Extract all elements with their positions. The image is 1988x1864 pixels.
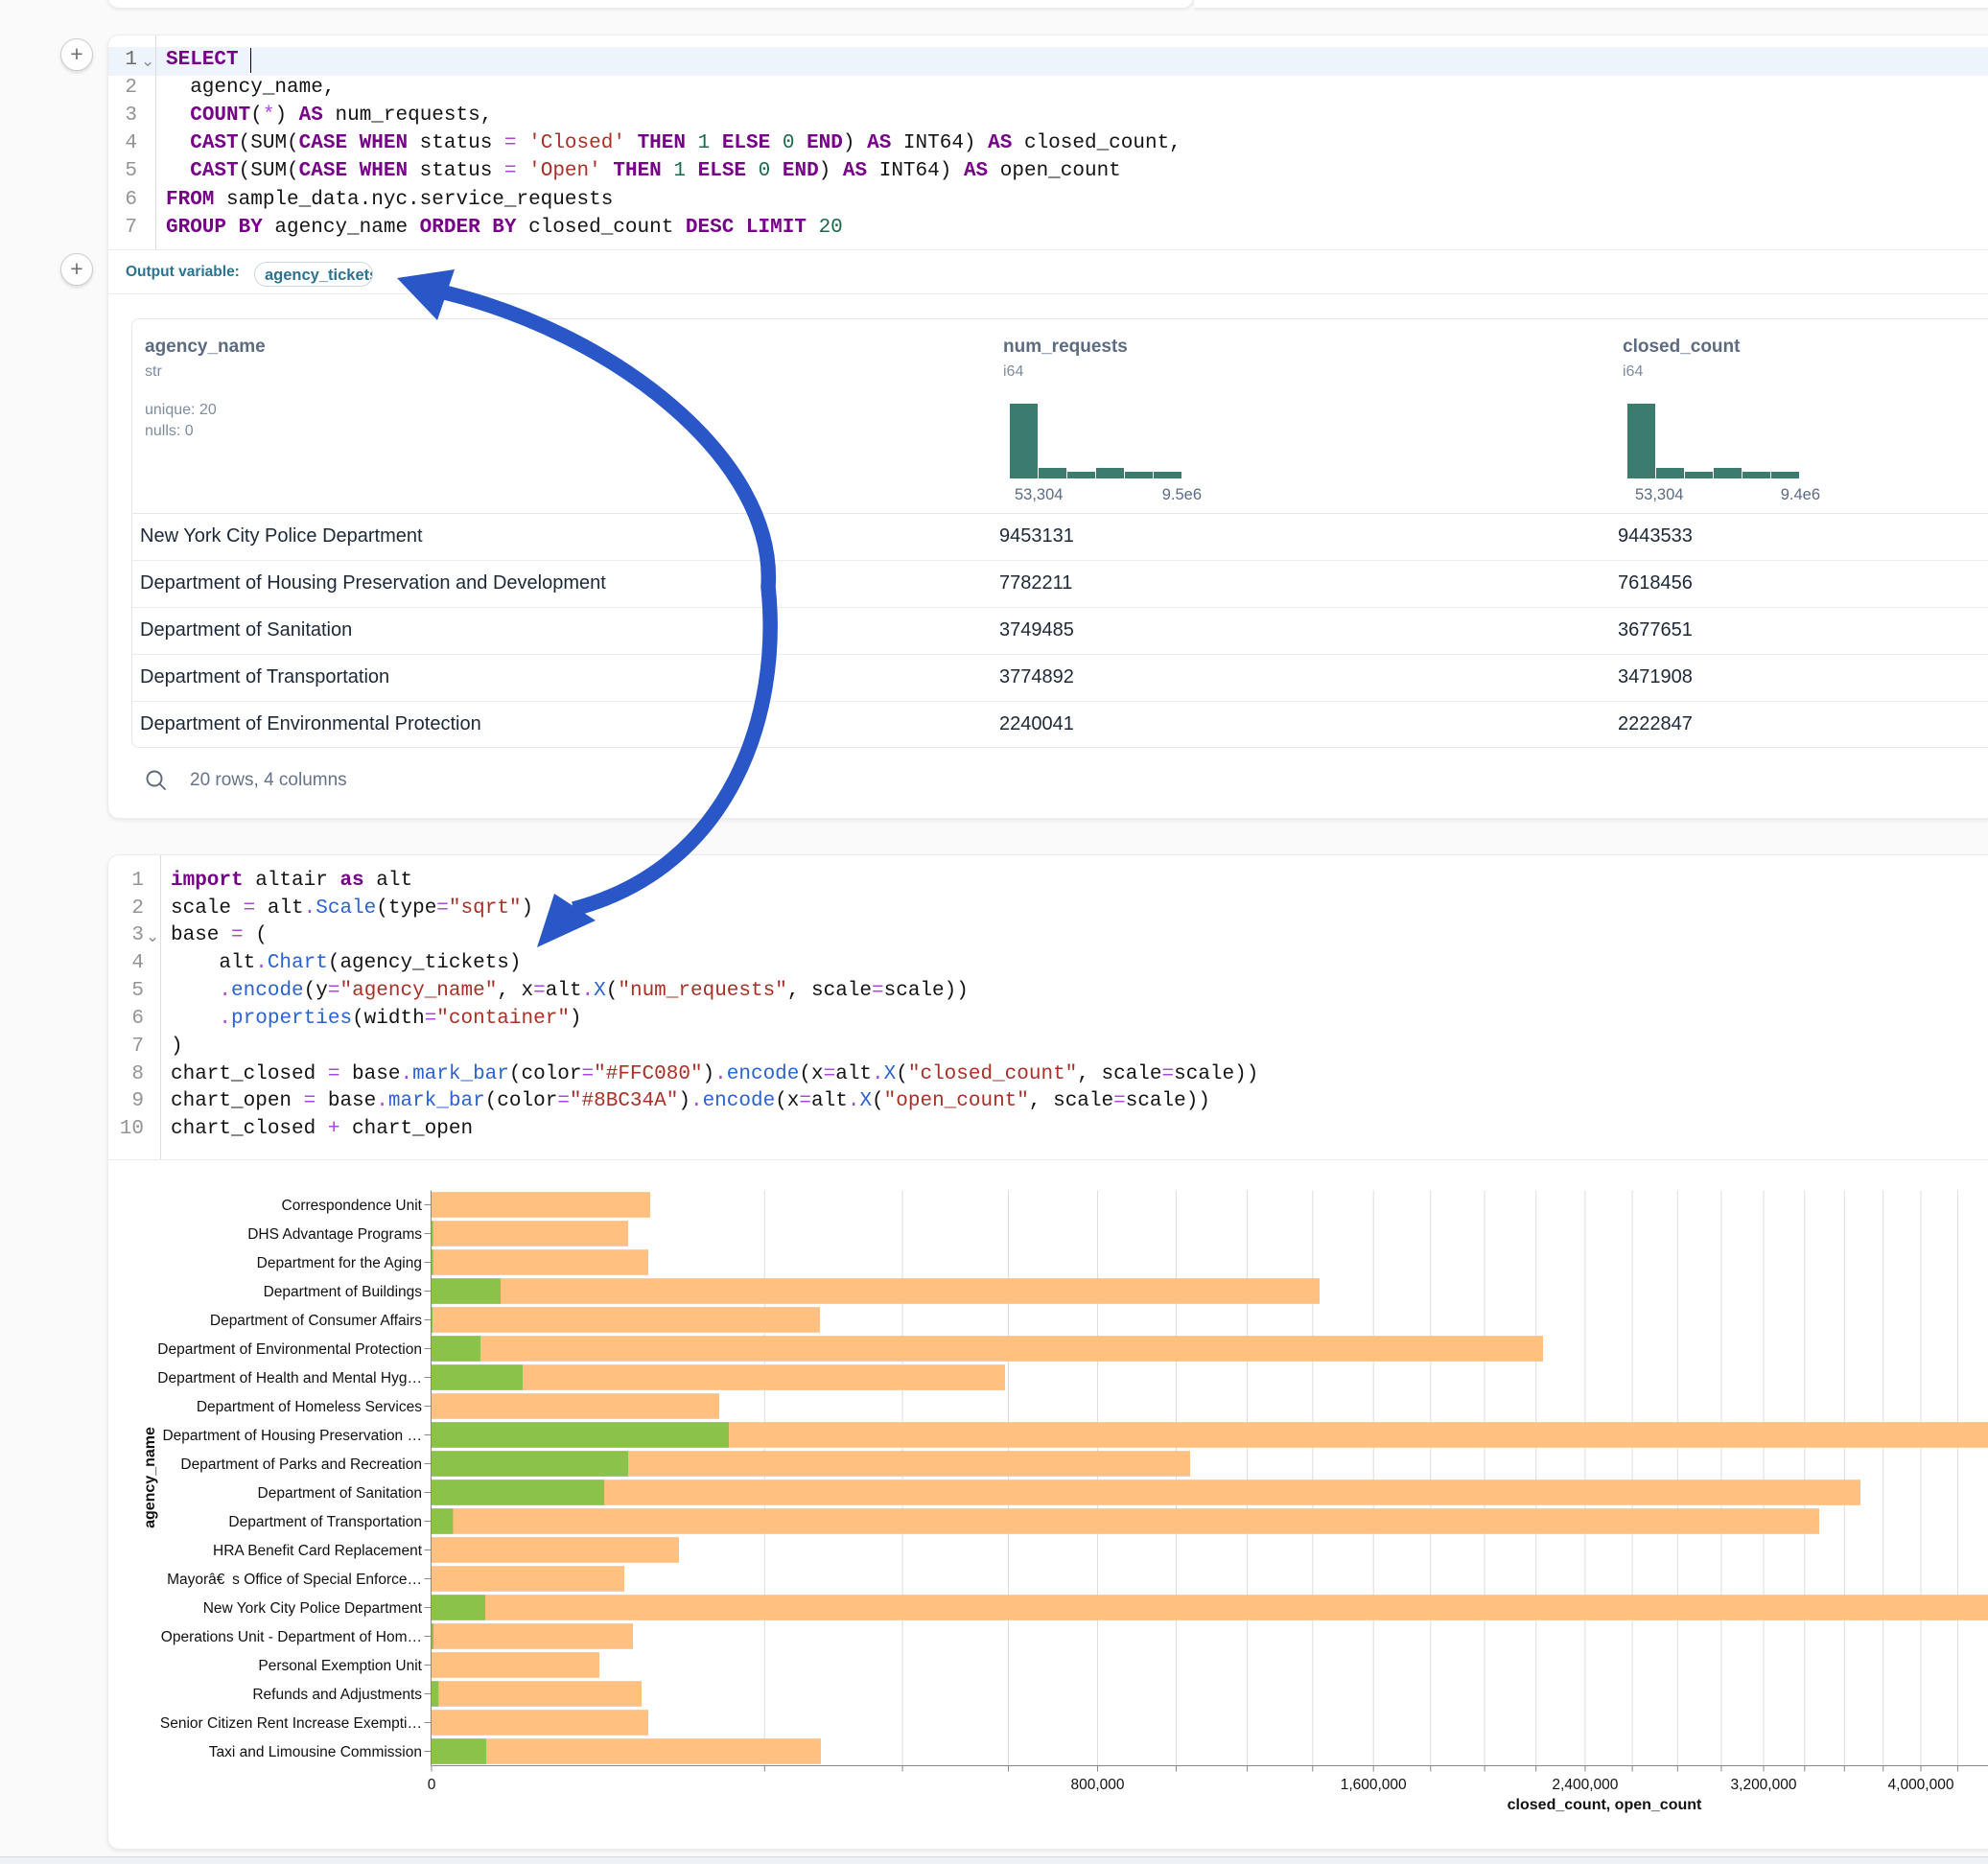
- svg-text:Senior Citizen Rent Increase E: Senior Citizen Rent Increase Exempti…: [160, 1715, 422, 1732]
- svg-text:New York City Police Departmen: New York City Police Department: [203, 1600, 423, 1617]
- svg-text:0: 0: [428, 1777, 436, 1793]
- svg-text:2,400,000: 2,400,000: [1552, 1777, 1618, 1793]
- svg-text:Mayorâ€ s Office of Special En: Mayorâ€ s Office of Special Enforce…: [167, 1572, 422, 1588]
- svg-text:Department of Environmental Pr: Department of Environmental Protection: [157, 1341, 422, 1358]
- svg-text:DHS Advantage Programs: DHS Advantage Programs: [247, 1226, 422, 1243]
- svg-text:Correspondence Unit: Correspondence Unit: [282, 1198, 423, 1214]
- svg-text:Operations Unit - Department o: Operations Unit - Department of Hom…: [161, 1629, 422, 1645]
- svg-text:Department of Consumer Affairs: Department of Consumer Affairs: [210, 1313, 422, 1329]
- svg-text:800,000: 800,000: [1070, 1777, 1124, 1793]
- svg-text:closed_count, open_count: closed_count, open_count: [1508, 1797, 1702, 1813]
- svg-text:agency_name: agency_name: [142, 1427, 158, 1528]
- svg-text:HRA Benefit Card Replacement: HRA Benefit Card Replacement: [213, 1543, 423, 1559]
- svg-text:Department of Transportation: Department of Transportation: [228, 1514, 422, 1530]
- svg-text:Department of Homeless Service: Department of Homeless Services: [197, 1399, 422, 1415]
- svg-text:Department for the Aging: Department for the Aging: [257, 1255, 422, 1271]
- svg-text:Personal Exemption Unit: Personal Exemption Unit: [258, 1658, 422, 1674]
- svg-text:Department of Housing Preserva: Department of Housing Preservation …: [162, 1428, 422, 1444]
- svg-text:Department of Buildings: Department of Buildings: [264, 1284, 423, 1300]
- svg-text:3,200,000: 3,200,000: [1731, 1777, 1797, 1793]
- svg-text:Taxi and Limousine Commission: Taxi and Limousine Commission: [209, 1744, 422, 1760]
- svg-text:Department of Parks and Recrea: Department of Parks and Recreation: [180, 1456, 422, 1473]
- svg-text:Department of Sanitation: Department of Sanitation: [258, 1485, 422, 1502]
- svg-text:Department of Health and Menta: Department of Health and Mental Hyg…: [157, 1370, 422, 1386]
- svg-text:1,600,000: 1,600,000: [1341, 1777, 1407, 1793]
- svg-text:4,000,000: 4,000,000: [1888, 1777, 1954, 1793]
- svg-text:Refunds and Adjustments: Refunds and Adjustments: [252, 1687, 422, 1703]
